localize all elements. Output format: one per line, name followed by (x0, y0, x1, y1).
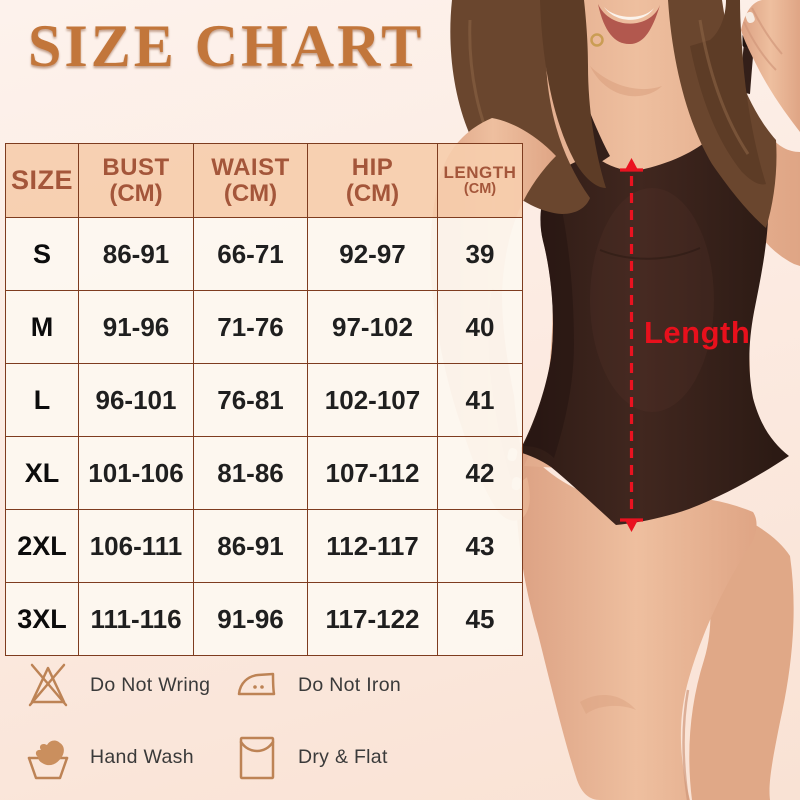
cell-waist: 86-91 (193, 509, 308, 583)
length-measurement-line (620, 158, 643, 532)
cell-hip: 102-107 (307, 363, 438, 437)
table-row: L 96-101 76-81 102-107 41 (5, 363, 523, 437)
dry-flat-icon (230, 729, 282, 785)
cell-hip: 117-122 (307, 582, 438, 656)
cell-bust: 106-111 (78, 509, 194, 583)
hand-wash-icon (22, 729, 74, 785)
col-header-bust: BUST (CM) (78, 143, 194, 218)
cell-bust: 101-106 (78, 436, 194, 510)
cell-size: 2XL (5, 509, 79, 583)
length-annotation: Length (644, 315, 751, 350)
model-right-hand (741, 0, 800, 132)
cell-waist: 66-71 (193, 217, 308, 291)
cell-bust: 111-116 (78, 582, 194, 656)
do-not-iron-icon (230, 657, 282, 713)
cell-size: 3XL (5, 582, 79, 656)
page-title: SIZE CHART (28, 13, 425, 79)
size-table-header-row: SIZE BUST (CM) WAIST (CM) HIP (CM) LENGT… (5, 143, 523, 218)
cell-size: L (5, 363, 79, 437)
table-row: 3XL 111-116 91-96 117-122 45 (5, 582, 523, 656)
do-not-wring-icon (22, 657, 74, 713)
table-row: 2XL 106-111 86-91 112-117 43 (5, 509, 523, 583)
care-item-do-not-iron: Do Not Iron (230, 656, 492, 714)
care-label: Dry & Flat (298, 745, 388, 768)
table-row: S 86-91 66-71 92-97 39 (5, 217, 523, 291)
cell-waist: 91-96 (193, 582, 308, 656)
earring-icon (590, 33, 604, 47)
cell-size: M (5, 290, 79, 364)
col-header-waist: WAIST (CM) (193, 143, 308, 218)
cell-hip: 107-112 (307, 436, 438, 510)
cell-length: 39 (437, 217, 523, 291)
care-item-hand-wash: Hand Wash (22, 728, 230, 786)
care-instructions: Do Not Wring Do Not Iron Ha (22, 656, 492, 786)
cell-size: XL (5, 436, 79, 510)
cell-length: 43 (437, 509, 523, 583)
cell-waist: 81-86 (193, 436, 308, 510)
care-label: Do Not Wring (90, 673, 211, 696)
care-label: Do Not Iron (298, 673, 402, 696)
col-header-hip: HIP (CM) (307, 143, 438, 218)
care-label: Hand Wash (90, 745, 194, 768)
cell-length: 41 (437, 363, 523, 437)
cell-hip: 92-97 (307, 217, 438, 291)
cell-hip: 97-102 (307, 290, 438, 364)
care-item-do-not-wring: Do Not Wring (22, 656, 230, 714)
size-table: SIZE BUST (CM) WAIST (CM) HIP (CM) LENGT… (5, 143, 523, 656)
model-face (590, 4, 660, 47)
cell-length: 40 (437, 290, 523, 364)
col-header-length: LENGTH (CM) (437, 143, 523, 218)
cell-length: 42 (437, 436, 523, 510)
table-row: XL 101-106 81-86 107-112 42 (5, 436, 523, 510)
model-legs (516, 444, 794, 800)
cell-waist: 76-81 (193, 363, 308, 437)
cell-waist: 71-76 (193, 290, 308, 364)
cell-length: 45 (437, 582, 523, 656)
cell-bust: 86-91 (78, 217, 194, 291)
cell-bust: 96-101 (78, 363, 194, 437)
cell-bust: 91-96 (78, 290, 194, 364)
fingernail (745, 11, 755, 24)
col-header-size: SIZE (5, 143, 79, 218)
cell-size: S (5, 217, 79, 291)
table-row: M 91-96 71-76 97-102 40 (5, 290, 523, 364)
care-item-dry-flat: Dry & Flat (230, 728, 492, 786)
cell-hip: 112-117 (307, 509, 438, 583)
